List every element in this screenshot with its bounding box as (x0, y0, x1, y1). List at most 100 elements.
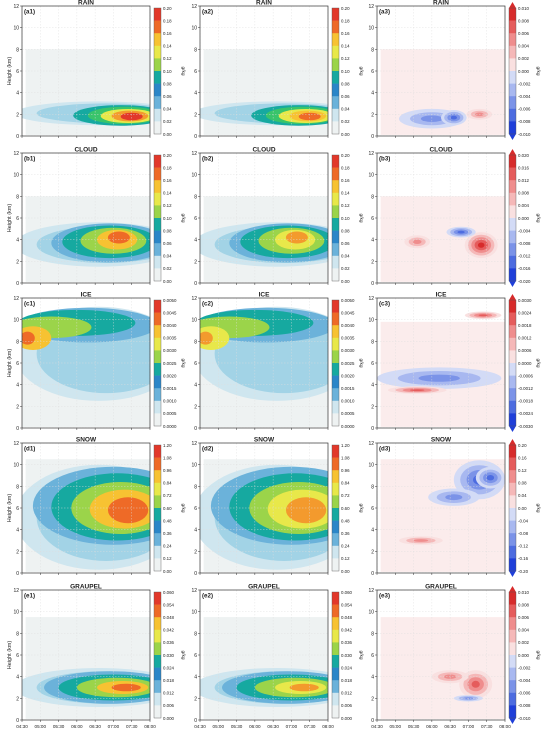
colorbar-segment (332, 192, 339, 206)
x-tick-label: 05:00 (35, 724, 47, 729)
panel-title: ICE (259, 292, 271, 299)
colorbar-segment (332, 300, 339, 313)
colorbar-segment (509, 445, 516, 458)
colorbar-segment (154, 533, 161, 547)
y-tick-label: 4 (194, 528, 197, 534)
y-tick-label: 10 (191, 173, 197, 179)
y-tick-label: 2 (194, 404, 197, 410)
grid (200, 298, 328, 428)
contour-fields (380, 196, 505, 282)
panel-label: (c3) (379, 301, 390, 308)
panel-d3: SNOW (d3) 0 2 4 6 8 10 12 0.20 0.16 0.12 0.08 0.04 0.0… (368, 437, 541, 577)
panel-title: GRAUPEL (70, 584, 102, 591)
colorbar-tick-label: 0.0015 (163, 386, 177, 391)
colorbar-frame (153, 299, 162, 427)
colorbar-tick-label: -0.006 (518, 691, 531, 696)
colorbar-tick-label: 0.04 (163, 107, 172, 112)
x-tick-label: 04:30 (194, 724, 206, 729)
colorbar-unit: g/kg (535, 213, 541, 222)
colorbar-tick-label: 0.02 (341, 266, 350, 271)
colorbar-segment (154, 604, 161, 618)
colorbar-segment (509, 495, 516, 509)
colorbar-tick-label: 0.0035 (163, 336, 177, 341)
y-tick-label: 8 (371, 484, 374, 490)
colorbar-tick-label: 0.04 (341, 254, 350, 259)
colorbar-tick-label: 0.10 (341, 69, 350, 74)
colorbar-tick-label: 0.0010 (341, 399, 355, 404)
colorbar-segment (154, 71, 161, 84)
panel-title: SNOW (76, 437, 97, 444)
y-tick-label: 10 (191, 318, 197, 324)
panel-label: (a1) (24, 9, 35, 16)
colorbar: 0.0050 0.0045 0.0040 0.0035 0.0030 0.0025 0.00… (331, 298, 364, 429)
colorbar: 1.20 1.08 0.96 0.84 0.72 0.60 0.48 0.36 0.24 0.12… (153, 443, 186, 574)
colorbar-tick-label: -0.020 (518, 279, 531, 284)
colorbar-frame (508, 154, 517, 282)
grid (200, 590, 328, 720)
colorbar-segment (154, 312, 161, 326)
colorbar-segment (509, 545, 516, 559)
y-tick-label: 10 (368, 463, 374, 469)
colorbar-tick-label: 0.0025 (341, 361, 355, 366)
colorbar-extend-max (509, 586, 516, 592)
y-tick-label: 8 (371, 339, 374, 345)
contour-fields (200, 196, 328, 282)
y-tick-label: 6 (194, 361, 197, 367)
colorbar-segment (509, 255, 516, 269)
panel-c2: ICE (c2) 0 2 4 6 8 10 12 0.0050 0.0045 0.0040 0.0035… (191, 292, 364, 433)
panel-label: (b1) (24, 156, 35, 163)
colorbar-tick-label: 0.0035 (341, 336, 355, 341)
x-tick-label: 06:00 (71, 724, 83, 729)
colorbar-frame (508, 7, 517, 135)
colorbar: 0.20 0.18 0.16 0.14 0.12 0.10 0.08 0.06 0.04 0.02… (153, 153, 186, 284)
y-tick-label: 8 (194, 484, 197, 490)
colorbar-tick-label: 0.036 (341, 640, 353, 645)
colorbar-segment (154, 108, 161, 122)
colorbar-tick-label: 0.04 (163, 254, 172, 259)
colorbar-tick-label: 0.12 (341, 203, 350, 208)
colorbar-tick-label: 0.72 (163, 493, 172, 498)
y-tick-label: 0 (16, 571, 19, 577)
contour-level (477, 242, 485, 248)
colorbar-tick-label: 0.0045 (163, 310, 177, 315)
y-tick-label: 12 (13, 151, 19, 157)
colorbar-segment (509, 218, 516, 231)
y-axis-label: Height (km) (7, 57, 13, 86)
colorbar-segment (154, 558, 161, 572)
colorbar-tick-label: -0.008 (518, 119, 531, 124)
colorbar-tick-label: 0.20 (341, 153, 350, 158)
colorbar-frame (508, 444, 517, 572)
colorbar-tick-label: 0.20 (341, 6, 350, 11)
y-tick-label: 12 (13, 4, 19, 10)
colorbar-segment (154, 375, 161, 389)
colorbar-tick-label: 0.004 (518, 203, 530, 208)
panel-title: CLOUD (429, 147, 452, 154)
colorbar-tick-label: 0.000 (341, 716, 353, 721)
panel-title: CLOUD (74, 147, 97, 154)
colorbar-segment (332, 629, 339, 643)
colorbar-tick-label: 0.00 (518, 506, 527, 511)
y-axis-label: Height (km) (7, 349, 13, 378)
y-tick-label: 8 (194, 47, 197, 53)
panel-label: (a2) (202, 9, 213, 16)
y-axis-label: Height (km) (7, 204, 13, 233)
y-tick-label: 8 (371, 631, 374, 637)
colorbar-segment (332, 655, 339, 668)
colorbar-tick-label: 0.0030 (518, 298, 532, 303)
y-tick-label: 6 (16, 506, 19, 512)
colorbar-segment (154, 20, 161, 34)
x-tick-label: 07:30 (304, 724, 316, 729)
colorbar-tick-label: 0.0020 (163, 373, 177, 378)
colorbar-segment (332, 680, 339, 694)
y-tick-label: 10 (13, 26, 19, 32)
x-tick-label: 04:30 (371, 724, 383, 729)
colorbar-tick-label: 0.14 (163, 191, 172, 196)
y-tick-label: 2 (371, 112, 374, 118)
colorbar-tick-label: -0.0030 (518, 424, 533, 429)
y-tick-label: 2 (16, 696, 19, 702)
colorbar-segment (154, 388, 161, 402)
colorbar-segment (509, 230, 516, 244)
colorbar-tick-label: 0.06 (341, 241, 350, 246)
colorbar-segment (332, 667, 339, 681)
